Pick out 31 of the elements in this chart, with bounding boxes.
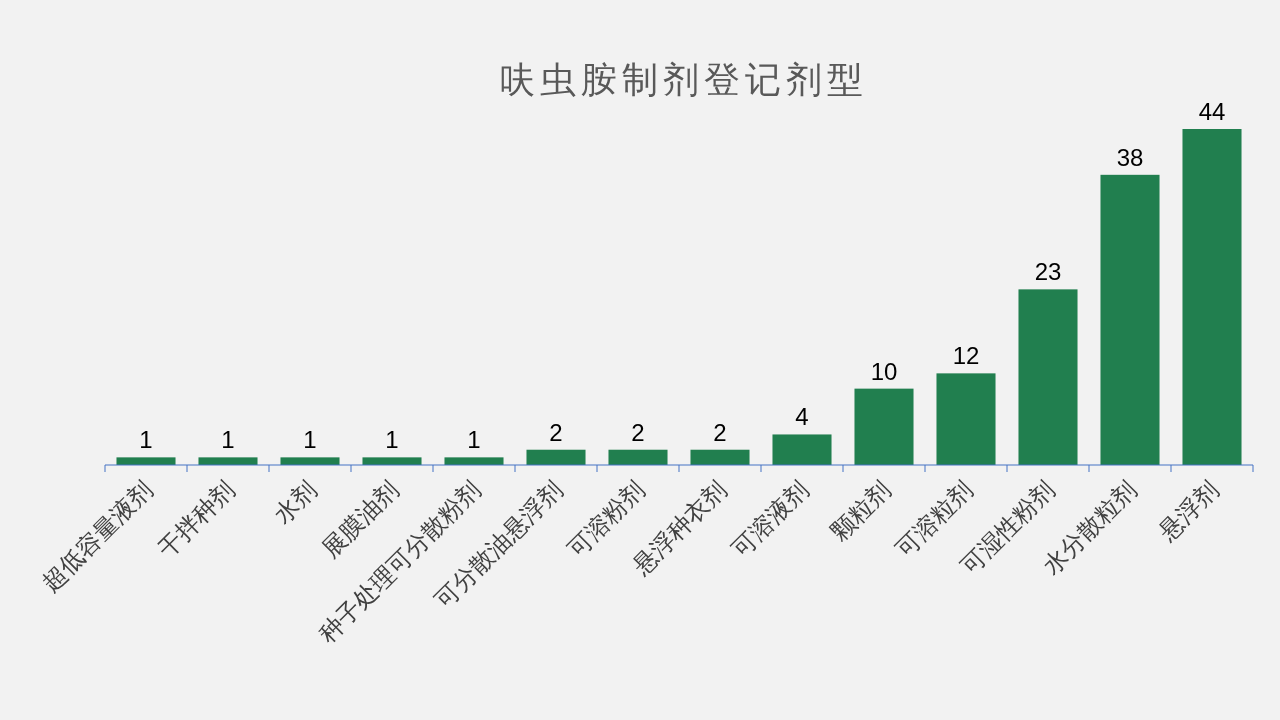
bar [1182,129,1242,465]
bar [1100,174,1160,465]
bar [198,457,258,465]
x-tick-label: 水剂 [268,475,323,530]
bar [362,457,422,465]
bar [116,457,176,465]
bar [690,449,750,465]
chart-title: 呋虫胺制剂登记剂型 [498,59,868,100]
data-label: 2 [713,418,727,446]
data-label: 44 [1198,98,1226,125]
data-label: 1 [139,426,153,454]
data-label: 23 [1034,258,1062,286]
bar [772,434,832,465]
data-label: 12 [952,342,980,370]
data-label: 10 [870,357,898,385]
bar [936,373,996,465]
bar [280,457,340,465]
data-label: 38 [1116,143,1144,171]
bar [1018,289,1078,465]
data-label: 4 [795,403,809,431]
bar [854,388,914,465]
bar [444,457,504,465]
data-label: 1 [385,426,399,454]
bar [526,449,586,465]
x-tick-label: 悬浮剂 [1152,475,1225,547]
data-label: 1 [303,426,317,454]
data-label: 2 [631,418,645,446]
data-label: 1 [467,426,481,454]
data-label: 2 [549,418,563,446]
bar [608,449,668,465]
data-label: 1 [221,426,235,454]
